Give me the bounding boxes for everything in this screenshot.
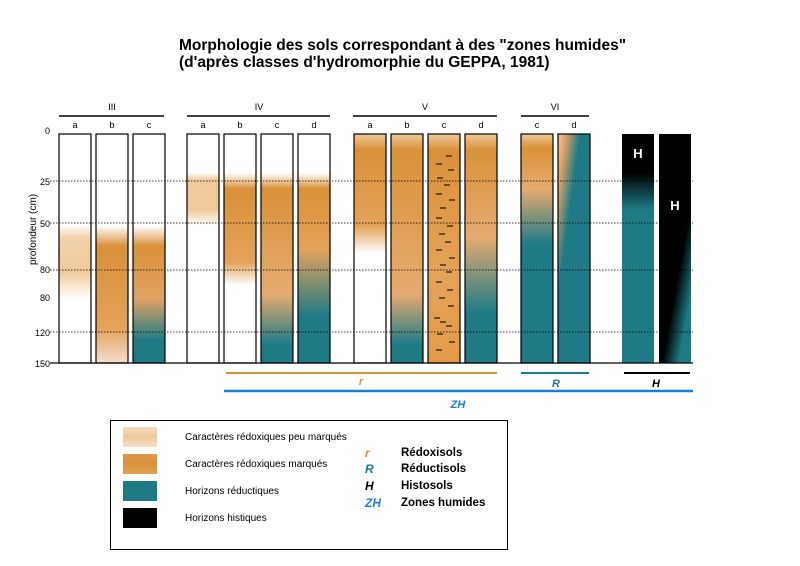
sub-IVa: a bbox=[200, 120, 205, 130]
profile-IVb bbox=[223, 133, 257, 364]
swatch-reductic bbox=[123, 481, 157, 501]
class-VI-label: VI bbox=[551, 102, 560, 112]
group-R-label: R bbox=[552, 378, 560, 390]
group-r-label: r bbox=[359, 376, 364, 388]
legend-sym-label-r: Rédoxisols bbox=[401, 447, 463, 459]
legend-sym-label-R: Réductisols bbox=[401, 463, 467, 475]
class-headers: III a b c IV a b c d V a b c d VI c d bbox=[59, 102, 589, 130]
swatch-redox bbox=[123, 454, 157, 474]
profile-Vb bbox=[390, 133, 424, 364]
y-tick-50: 50 bbox=[40, 219, 50, 229]
y-tick-150: 150 bbox=[35, 359, 50, 369]
profile-Vc-dashes bbox=[434, 155, 455, 351]
legend-sym-H: H bbox=[365, 479, 374, 493]
histic-label-2: H bbox=[670, 198, 679, 213]
diagram-title-line2: (d'après classes d'hydromorphie du GEPPA… bbox=[179, 54, 550, 71]
legend-sym-label-H: Histosols bbox=[401, 480, 453, 492]
legend-item-redox: Caractères rédoxiques marqués bbox=[123, 454, 327, 474]
class-V-label: V bbox=[422, 102, 428, 112]
sub-IVc: c bbox=[275, 120, 280, 130]
sub-IIIb: b bbox=[109, 120, 114, 130]
swatch-light-redox bbox=[123, 427, 157, 447]
y-tick-25: 25 bbox=[40, 177, 50, 187]
profile-VIc bbox=[520, 133, 554, 364]
sub-IVd: d bbox=[311, 120, 316, 130]
sub-VId: d bbox=[571, 120, 576, 130]
sub-Vd: d bbox=[478, 120, 483, 130]
legend-sym-r: r bbox=[365, 446, 370, 460]
y-tick-120: 120 bbox=[35, 328, 50, 338]
sub-Va: a bbox=[367, 120, 372, 130]
sub-IVb: b bbox=[237, 120, 242, 130]
depth-gridlines bbox=[50, 180, 693, 333]
profile-IIIb bbox=[95, 133, 129, 364]
legend-label-histic: Horizons histiques bbox=[185, 512, 267, 524]
legend-sym-histosols: H Histosols bbox=[365, 478, 453, 494]
profile-IIIa bbox=[58, 133, 92, 364]
legend-sym-zones-humides: ZH Zones humides bbox=[365, 495, 485, 511]
class-IV-label: IV bbox=[255, 102, 264, 112]
swatch-histic bbox=[123, 508, 157, 528]
legend-sym-R: R bbox=[365, 462, 374, 476]
legend-sym-ZH: ZH bbox=[365, 496, 381, 510]
legend-sym-reductisols: R Réductisols bbox=[365, 461, 466, 477]
class-III-label: III bbox=[108, 102, 116, 112]
y-tick-80a: 80 bbox=[40, 265, 50, 275]
profile-Vd bbox=[464, 133, 498, 364]
histic-label-1: H bbox=[633, 146, 642, 161]
y-axis-ticks: 0 25 50 80 80 120 150 bbox=[35, 126, 50, 369]
group-brackets: r R H ZH bbox=[224, 372, 693, 411]
legend-item-histic: Horizons histiques bbox=[123, 508, 267, 528]
y-tick-80b: 80 bbox=[40, 293, 50, 303]
profile-Va bbox=[353, 133, 387, 364]
diagram-title-line1: Morphologie des sols correspondant à des… bbox=[179, 37, 627, 54]
legend-item-light-redox: Caractères rédoxiques peu marqués bbox=[123, 427, 347, 447]
group-ZH-label: ZH bbox=[450, 399, 467, 411]
legend-item-reductic: Horizons réductiques bbox=[123, 481, 279, 501]
legend-sym-redoxisols: r Rédoxisols bbox=[365, 445, 462, 461]
legend: Caractères rédoxiques peu marqués Caract… bbox=[110, 420, 508, 550]
profile-IVc bbox=[260, 133, 294, 364]
profile-IIIc bbox=[132, 133, 166, 364]
soil-columns bbox=[58, 133, 691, 364]
legend-label-redox: Caractères rédoxiques marqués bbox=[185, 458, 328, 470]
sub-IIIa: a bbox=[72, 120, 77, 130]
sub-IIIc: c bbox=[147, 120, 152, 130]
legend-label-reductic: Horizons réductiques bbox=[185, 485, 279, 497]
profile-VId bbox=[557, 133, 591, 364]
profile-H2 bbox=[659, 134, 691, 363]
group-H-label: H bbox=[652, 378, 661, 390]
legend-label-light-redox: Caractères rédoxiques peu marqués bbox=[185, 431, 347, 443]
sub-VIc: c bbox=[535, 120, 540, 130]
y-tick-0: 0 bbox=[45, 126, 50, 136]
y-axis-label: profondeur (cm) bbox=[28, 194, 39, 265]
profile-Vc bbox=[427, 133, 461, 364]
profile-IVd bbox=[297, 133, 331, 364]
profile-IVa bbox=[186, 133, 220, 364]
sub-Vb: b bbox=[404, 120, 409, 130]
legend-sym-label-ZH: Zones humides bbox=[401, 497, 486, 509]
sub-Vc: c bbox=[442, 120, 447, 130]
profile-H1 bbox=[622, 134, 654, 363]
